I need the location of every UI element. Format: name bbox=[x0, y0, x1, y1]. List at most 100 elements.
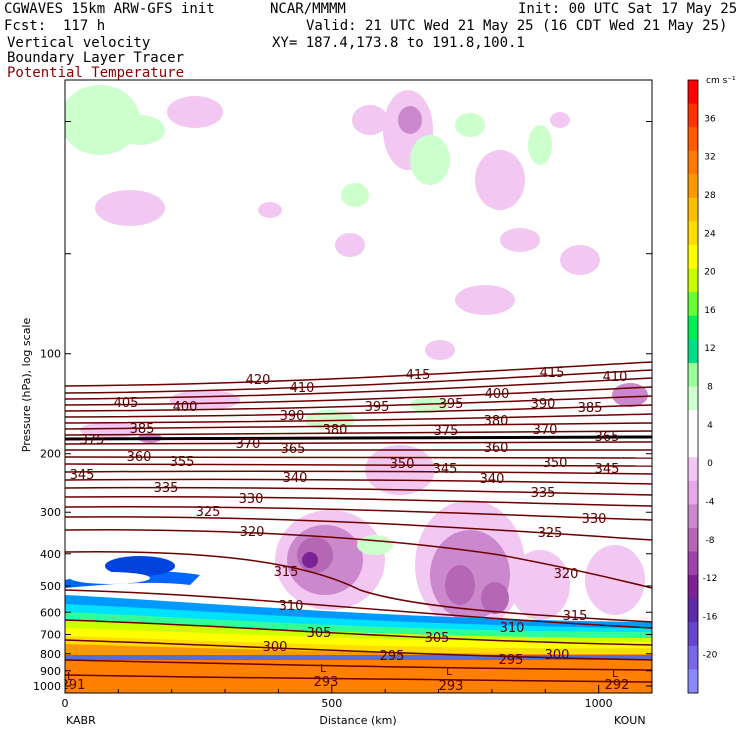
theta-contour-label: 320 bbox=[554, 567, 579, 582]
colorbar-swatch bbox=[688, 386, 698, 411]
colorbar-swatch bbox=[688, 174, 698, 199]
colorbar-swatch bbox=[688, 268, 698, 293]
theta-contour-label: 305 bbox=[307, 626, 332, 641]
theta-contour-label: 310 bbox=[500, 621, 525, 636]
colorbar-tick-label: 8 bbox=[707, 383, 713, 393]
theta-contour-label: 365 bbox=[281, 442, 306, 457]
colorbar-swatch bbox=[688, 150, 698, 175]
theta-contour-label: 320 bbox=[240, 525, 265, 540]
forecast-hour: Fcst: 117 h bbox=[4, 18, 106, 34]
colorbar-tick-label: -8 bbox=[706, 536, 715, 546]
low-marker: L bbox=[67, 670, 74, 683]
theta-contour-label: 390 bbox=[531, 397, 556, 412]
colorbar-tick-label: 24 bbox=[704, 229, 716, 239]
field-label-vertical-velocity: Vertical velocity bbox=[7, 35, 151, 51]
colorbar-swatch bbox=[688, 292, 698, 317]
colorbar-swatch bbox=[688, 245, 698, 270]
colorbar-frame bbox=[687, 79, 699, 694]
theta-contour-label: 330 bbox=[239, 492, 264, 507]
theta-contour-label: 345 bbox=[595, 462, 620, 477]
y-tick-label: 100 bbox=[40, 348, 61, 361]
theta-contour-label: 400 bbox=[173, 400, 198, 415]
theta-contour-label: 410 bbox=[603, 370, 628, 385]
plot-frame bbox=[64, 79, 653, 694]
colorbar-swatch bbox=[688, 410, 698, 435]
theta-contour-label: 360 bbox=[484, 441, 509, 456]
theta-contour-label: 335 bbox=[154, 481, 179, 496]
y-tick-label: 600 bbox=[40, 606, 61, 619]
low-marker: L bbox=[612, 667, 619, 680]
theta-contour-label: 385 bbox=[130, 422, 155, 437]
theta-contour-label: 395 bbox=[439, 397, 464, 412]
colorbar-tick-label: -12 bbox=[703, 574, 718, 584]
x-tick-label: 0 bbox=[62, 697, 69, 710]
valid-time: Valid: 21 UTC Wed 21 May 25 (16 CDT Wed … bbox=[306, 18, 728, 34]
colorbar-swatch bbox=[688, 362, 698, 387]
colorbar-tick-label: -4 bbox=[706, 497, 715, 507]
theta-contour-label: 305 bbox=[425, 631, 450, 646]
colorbar-swatch bbox=[688, 339, 698, 364]
colorbar-swatch bbox=[688, 103, 698, 128]
y-tick-label: 800 bbox=[40, 648, 61, 661]
colorbar-tick-label: 12 bbox=[704, 344, 715, 354]
low-marker: L bbox=[320, 662, 327, 675]
theta-contour-label: 325 bbox=[196, 505, 221, 520]
theta-contour-label: 310 bbox=[279, 599, 304, 614]
theta-contour-label: 370 bbox=[533, 423, 558, 438]
colorbar-swatch bbox=[688, 527, 698, 553]
x-axis-label: Distance (km) bbox=[319, 714, 396, 727]
colorbar-swatch bbox=[688, 457, 698, 482]
colorbar-swatch bbox=[688, 575, 698, 600]
colorbar-unit-label: cm s⁻¹ bbox=[706, 76, 736, 86]
colorbar-tick-label: 4 bbox=[707, 421, 713, 431]
y-tick-label: 900 bbox=[40, 665, 61, 678]
theta-contour-label: 350 bbox=[390, 457, 415, 472]
theta-contour-label: 345 bbox=[70, 468, 95, 483]
colorbar-tick-label: 16 bbox=[704, 306, 716, 316]
field-label-theta: Potential Temperature bbox=[7, 65, 185, 81]
init-time: Init: 00 UTC Sat 17 May 25 bbox=[518, 1, 738, 17]
colorbar-swatch bbox=[688, 433, 698, 458]
colorbar: 36 32 28 24 20 16 12 8 4 0 -4 -8 -12 -16 -20 bbox=[687, 79, 718, 694]
org-label: NCAR/MMMM bbox=[270, 1, 346, 17]
colorbar-swatch bbox=[688, 504, 698, 529]
theta-contour-label: 293 bbox=[314, 675, 339, 690]
y-tick-label: 300 bbox=[40, 506, 61, 519]
y-tick-label: 500 bbox=[40, 580, 61, 593]
colorbar-swatch bbox=[688, 221, 698, 246]
colorbar-swatch bbox=[688, 551, 698, 576]
theta-contour-label: 365 bbox=[595, 430, 620, 445]
theta-contour-label: 335 bbox=[531, 486, 556, 501]
theta-contour-label: 375 bbox=[80, 433, 105, 448]
theta-contour-label: 315 bbox=[274, 565, 299, 580]
colorbar-tick-label: 20 bbox=[704, 268, 716, 278]
y-tick-label: 400 bbox=[40, 548, 61, 561]
x-tick-label: 1000 bbox=[585, 697, 613, 710]
theta-contour-label: 340 bbox=[480, 472, 505, 487]
shaded-fields: 420 415 415 410 410 405 400 400 395 395 390 390 385 3… bbox=[65, 85, 652, 693]
theta-contour-label: 410 bbox=[290, 381, 315, 396]
theta-contour-label: 292 bbox=[605, 678, 630, 693]
theta-contour-label: 385 bbox=[578, 401, 603, 416]
model-title: CGWAVES 15km ARW-GFS init bbox=[4, 1, 215, 17]
theta-contour-label: 380 bbox=[323, 423, 348, 438]
left-endpoint-label: KABR bbox=[66, 714, 96, 727]
theta-contour-label: 360 bbox=[127, 450, 152, 465]
x-tick-label: 500 bbox=[321, 697, 342, 710]
colorbar-tick-label: -16 bbox=[703, 612, 718, 622]
theta-contour-label: 325 bbox=[538, 526, 563, 541]
theta-contour-label: 380 bbox=[484, 414, 509, 429]
colorbar-swatch bbox=[688, 598, 698, 623]
y-tick-label: 1000 bbox=[33, 680, 61, 693]
colorbar-tick-label: -20 bbox=[703, 651, 718, 661]
colorbar-swatch bbox=[688, 315, 698, 340]
y-tick-label: 700 bbox=[40, 628, 61, 641]
theta-contour-label: 415 bbox=[540, 366, 565, 381]
colorbar-tick-label: 32 bbox=[704, 153, 715, 163]
theta-contour-label: 340 bbox=[283, 471, 308, 486]
y-tick-label: 200 bbox=[40, 448, 61, 461]
theta-contour-label: 405 bbox=[114, 396, 139, 411]
theta-contour-label: 420 bbox=[246, 373, 271, 388]
vertical-velocity-patches bbox=[65, 85, 648, 630]
